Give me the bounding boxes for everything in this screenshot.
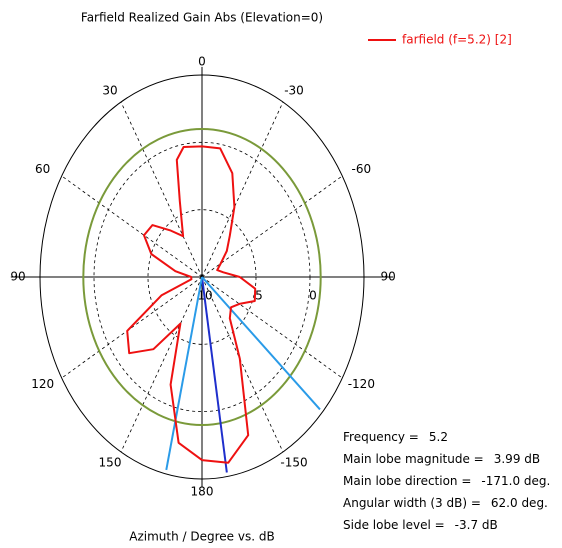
direction-line bbox=[201, 276, 321, 411]
info-value: -171.0 deg. bbox=[481, 474, 550, 488]
grid-line bbox=[201, 175, 343, 278]
r-tick-label: 5 bbox=[255, 289, 263, 303]
info-label: Main lobe magnitude = bbox=[343, 452, 484, 466]
angle-tick-label: 150 bbox=[99, 456, 122, 470]
angle-tick-label: -30 bbox=[284, 83, 304, 97]
series-line bbox=[126, 145, 257, 464]
angle-tick-label: -90 bbox=[376, 270, 396, 284]
axis-label: Azimuth / Degree vs. dB bbox=[129, 530, 274, 544]
angle-tick-label: 90 bbox=[10, 270, 25, 284]
direction-line bbox=[201, 276, 228, 473]
chart-title: Farfield Realized Gain Abs (Elevation=0) bbox=[81, 11, 323, 25]
info-line: Angular width (3 dB) = 62.0 deg. bbox=[343, 496, 548, 510]
angle-tick-label: 30 bbox=[102, 83, 117, 97]
angle-tick-label: -120 bbox=[348, 377, 375, 391]
direction-line bbox=[165, 276, 203, 471]
angle-tick-label: -150 bbox=[280, 456, 307, 470]
info-value: 62.0 deg. bbox=[491, 496, 548, 510]
grid-line bbox=[61, 175, 203, 278]
info-label: Frequency = bbox=[343, 430, 419, 444]
level-circle bbox=[82, 128, 322, 426]
info-line: Main lobe magnitude = 3.99 dB bbox=[343, 452, 540, 466]
legend-label: farfield (f=5.2) [2] bbox=[402, 33, 512, 47]
angle-tick-label: -60 bbox=[352, 162, 372, 176]
grid-line bbox=[120, 101, 203, 278]
info-label: Angular width (3 dB) = bbox=[343, 496, 481, 510]
angle-tick-label: 180 bbox=[191, 485, 214, 499]
info-line: Frequency = 5.2 bbox=[343, 430, 448, 444]
angle-tick-label: 60 bbox=[35, 162, 50, 176]
grid-line bbox=[201, 276, 343, 379]
grid-line bbox=[201, 276, 284, 453]
info-value: -3.7 dB bbox=[455, 518, 498, 532]
info-line: Main lobe direction = -171.0 deg. bbox=[343, 474, 550, 488]
info-label: Main lobe direction = bbox=[343, 474, 471, 488]
angle-tick-label: 120 bbox=[31, 377, 54, 391]
info-line: Side lobe level = -3.7 dB bbox=[343, 518, 498, 532]
info-value: 3.99 dB bbox=[494, 452, 540, 466]
angle-tick-label: 0 bbox=[198, 55, 206, 69]
grid-line bbox=[201, 101, 284, 278]
info-label: Side lobe level = bbox=[343, 518, 445, 532]
info-value: 5.2 bbox=[429, 430, 448, 444]
grid-line bbox=[120, 276, 203, 453]
r-tick-label: 0 bbox=[309, 289, 317, 303]
